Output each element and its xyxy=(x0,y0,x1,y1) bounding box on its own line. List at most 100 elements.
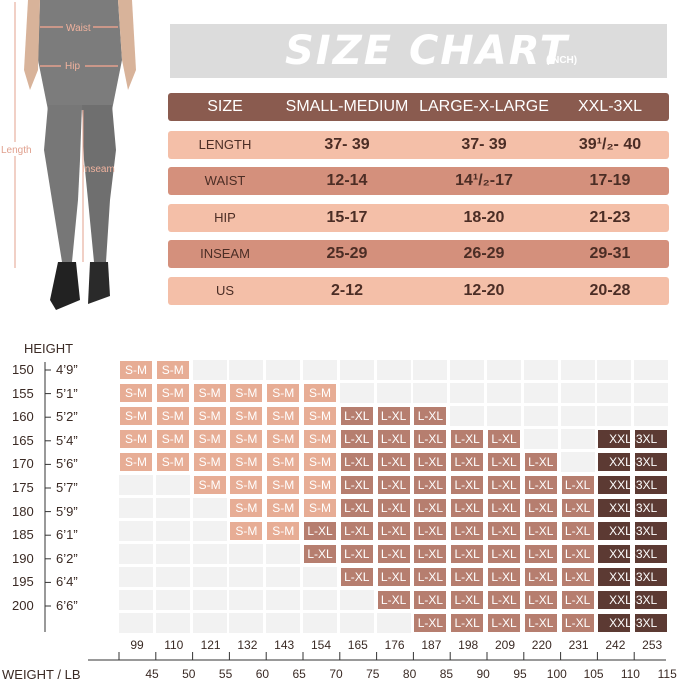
size-row-waist: WAIST 12-14 14¹/₂-17 17-19 xyxy=(168,167,669,195)
empty-cell xyxy=(303,567,337,587)
height-cm-label: 190 xyxy=(12,550,34,566)
unit-label: (INCH) xyxy=(546,55,578,66)
size-label-xxl-3xl: XXL-3XL xyxy=(609,524,658,538)
size-cell xyxy=(450,475,485,495)
size-cell xyxy=(339,567,374,587)
size-label-l-xl: L-XL xyxy=(454,547,480,561)
size-cell xyxy=(523,452,558,472)
empty-cell xyxy=(303,613,337,633)
size-cell xyxy=(487,567,521,587)
height-ft-label: 5’6” xyxy=(56,456,78,472)
size-cell xyxy=(266,521,301,541)
empty-cell xyxy=(376,383,411,403)
size-label-s-m: S-M xyxy=(198,409,221,423)
empty-cell xyxy=(303,590,337,610)
size-cell xyxy=(376,544,411,564)
size-label-l-xl: L-XL xyxy=(454,570,480,584)
size-cell xyxy=(229,406,264,426)
size-label-l-xl: L-XL xyxy=(528,524,554,538)
size-cell xyxy=(229,521,264,541)
size-label-l-xl: L-XL xyxy=(344,524,370,538)
size-cell xyxy=(339,475,374,495)
weight-kg-label: 105 xyxy=(583,667,604,681)
size-cell xyxy=(450,452,485,472)
size-label-s-m: S-M xyxy=(198,386,221,400)
size-row-us: US 2-12 12-20 20-28 xyxy=(168,277,669,305)
size-label-l-xl: L-XL xyxy=(380,455,407,469)
size-label-s-m: S-M xyxy=(161,455,184,469)
size-cell xyxy=(303,406,337,426)
size-cell xyxy=(376,475,411,495)
size-cell xyxy=(450,613,485,633)
empty-cell xyxy=(560,429,595,449)
empty-cell xyxy=(155,567,190,587)
weight-lb-label: 220 xyxy=(531,638,552,652)
size-cell xyxy=(192,429,227,449)
height-ft-label: 6’6” xyxy=(56,598,78,613)
empty-cell xyxy=(560,406,595,426)
row-value: 39¹/₂- 40 xyxy=(578,136,642,153)
empty-cell xyxy=(339,590,374,610)
size-label-l-xl: L-XL xyxy=(417,570,444,584)
empty-cell xyxy=(119,521,153,541)
size-label-s-m: S-M xyxy=(309,501,331,515)
size-cell xyxy=(597,544,632,564)
size-label-l-xl: L-XL xyxy=(454,593,480,607)
size-cell xyxy=(523,521,558,541)
size-label-s-m: S-M xyxy=(309,455,331,469)
size-label-l-xl: L-XL xyxy=(454,478,480,492)
empty-cell xyxy=(339,360,374,380)
size-cell xyxy=(487,498,521,518)
size-cell xyxy=(560,498,595,518)
size-cell xyxy=(155,360,190,380)
empty-cell xyxy=(266,590,301,610)
size-label-xxl-3xl: XXL-3XL xyxy=(609,593,658,607)
height-ft-label: 4’9” xyxy=(56,362,78,377)
size-cell xyxy=(192,452,227,472)
row-label: LENGTH xyxy=(198,137,252,152)
height-cm-label: 195 xyxy=(12,574,34,590)
weight-kg-label: 65 xyxy=(292,667,306,681)
height-cm-label: 150 xyxy=(12,362,34,377)
empty-cell xyxy=(413,360,448,380)
size-label-l-xl: L-XL xyxy=(344,547,370,561)
size-cell xyxy=(487,452,521,472)
size-cell xyxy=(634,452,669,472)
size-cell xyxy=(523,544,558,564)
model-right-shoe xyxy=(88,262,110,304)
size-label-l-xl: L-XL xyxy=(454,432,480,446)
weight-kg-label: 100 xyxy=(546,667,567,681)
size-cell xyxy=(560,521,595,541)
size-label-s-m: S-M xyxy=(198,455,221,469)
weight-kg-label: 75 xyxy=(366,667,380,681)
size-cell xyxy=(229,429,264,449)
size-cell xyxy=(450,429,485,449)
size-cell xyxy=(560,613,595,633)
size-cell xyxy=(229,475,264,495)
size-label-l-xl: L-XL xyxy=(417,547,444,561)
size-label-l-xl: L-XL xyxy=(417,524,444,538)
model-right-leg xyxy=(82,105,116,262)
row-value: 21-23 xyxy=(589,209,631,226)
size-cell xyxy=(303,544,337,564)
row-label: INSEAM xyxy=(200,246,250,261)
empty-cell xyxy=(523,406,558,426)
empty-cell xyxy=(487,360,521,380)
size-label-l-xl: L-XL xyxy=(380,547,407,561)
height-cm-label: 160 xyxy=(12,409,34,425)
size-cell xyxy=(487,475,521,495)
size-cell xyxy=(303,452,337,472)
size-cell xyxy=(119,406,153,426)
size-label-l-xl: L-XL xyxy=(417,478,444,492)
size-cell xyxy=(119,360,153,380)
weight-lb-label: 242 xyxy=(605,638,626,652)
size-label-l-xl: L-XL xyxy=(528,501,554,515)
size-label-l-xl: L-XL xyxy=(454,455,480,469)
row-label: HIP xyxy=(214,210,236,225)
model-left-arm xyxy=(24,0,40,90)
empty-cell xyxy=(487,406,521,426)
size-label-l-xl: L-XL xyxy=(380,432,407,446)
empty-cell xyxy=(597,360,632,380)
size-label-l-xl: L-XL xyxy=(380,570,407,584)
size-cell xyxy=(413,544,448,564)
